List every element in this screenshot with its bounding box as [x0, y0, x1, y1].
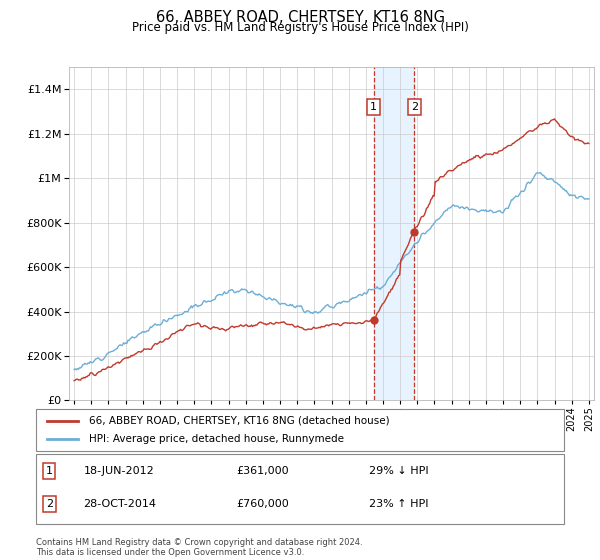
Text: £760,000: £760,000 — [236, 499, 289, 509]
FancyBboxPatch shape — [36, 409, 564, 451]
Text: 1: 1 — [46, 466, 53, 476]
Text: 1: 1 — [370, 102, 377, 112]
Text: 18-JUN-2012: 18-JUN-2012 — [83, 466, 154, 476]
Text: 28-OCT-2014: 28-OCT-2014 — [83, 499, 157, 509]
Text: 2: 2 — [411, 102, 418, 112]
Text: 66, ABBEY ROAD, CHERTSEY, KT16 8NG: 66, ABBEY ROAD, CHERTSEY, KT16 8NG — [155, 10, 445, 25]
Text: 29% ↓ HPI: 29% ↓ HPI — [368, 466, 428, 476]
Text: 2: 2 — [46, 499, 53, 509]
Text: Contains HM Land Registry data © Crown copyright and database right 2024.
This d: Contains HM Land Registry data © Crown c… — [36, 538, 362, 557]
Bar — [374, 67, 415, 400]
FancyBboxPatch shape — [36, 454, 564, 524]
Text: 66, ABBEY ROAD, CHERTSEY, KT16 8NG (detached house): 66, ABBEY ROAD, CHERTSEY, KT16 8NG (deta… — [89, 416, 389, 426]
Text: HPI: Average price, detached house, Runnymede: HPI: Average price, detached house, Runn… — [89, 434, 344, 444]
Text: 23% ↑ HPI: 23% ↑ HPI — [368, 499, 428, 509]
Text: £361,000: £361,000 — [236, 466, 289, 476]
Text: Price paid vs. HM Land Registry's House Price Index (HPI): Price paid vs. HM Land Registry's House … — [131, 21, 469, 34]
